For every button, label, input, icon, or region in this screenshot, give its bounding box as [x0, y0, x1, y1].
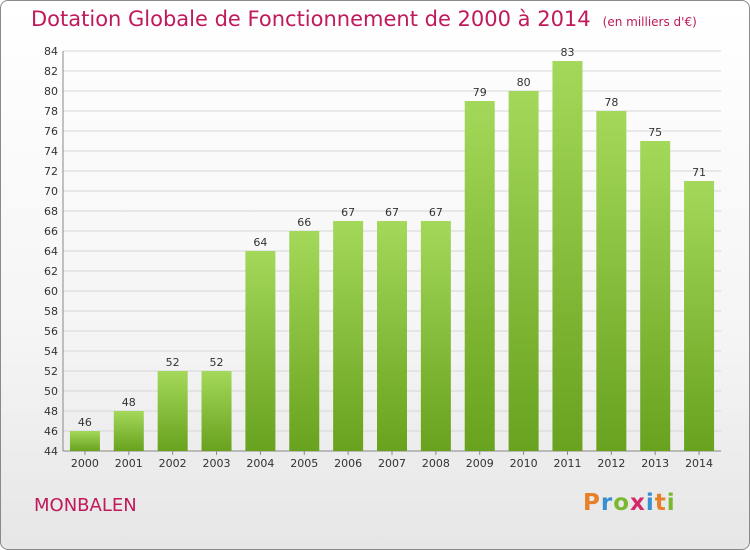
logo-letter: x: [630, 490, 646, 516]
data-label-2007: 67: [385, 206, 399, 219]
y-tick-label: 82: [44, 65, 58, 78]
x-tick-label: 2004: [246, 457, 274, 470]
x-tick-label: 2013: [641, 457, 669, 470]
x-tick-label: 2006: [334, 457, 362, 470]
bar-2004: [245, 251, 276, 451]
x-tick-label: 2001: [115, 457, 143, 470]
bar-2007: [377, 221, 407, 451]
x-tick-label: 2011: [553, 457, 581, 470]
bar-2002: [157, 371, 188, 451]
y-tick-label: 84: [44, 45, 58, 58]
x-tick-label: 2007: [378, 457, 406, 470]
logo-letter: i: [645, 490, 655, 516]
y-tick-label: 48: [44, 405, 58, 418]
bar-2008: [420, 221, 451, 451]
data-labels: 46 48 52 52 64 66 67 67 67 79 80 83 78 75 71: [78, 46, 706, 429]
bar-2012: [596, 111, 627, 451]
data-label-2010: 80: [517, 76, 531, 89]
y-tick-label: 66: [44, 225, 58, 238]
x-tick-label: 2008: [422, 457, 450, 470]
y-tick-label: 78: [44, 105, 58, 118]
axes: 44 46 48 50 52 54 56 58 60 62 64 66 68 70 72 74 76 78 80 82…: [44, 45, 721, 470]
logo-letter: o: [613, 490, 631, 516]
y-tick-label: 70: [44, 185, 58, 198]
bar-2001: [113, 411, 144, 451]
y-tick-label: 54: [44, 345, 58, 358]
bar-2009: [464, 101, 495, 451]
x-tick-label: 2014: [685, 457, 713, 470]
data-label-2004: 64: [253, 236, 267, 249]
y-tick-label: 62: [44, 265, 58, 278]
data-label-2014: 71: [692, 166, 706, 179]
chart-unit-note: (en milliers d'€): [602, 15, 697, 29]
x-tick-label: 2009: [466, 457, 494, 470]
bar-2003: [201, 371, 232, 451]
y-tick-label: 80: [44, 85, 58, 98]
x-tick-label: 2003: [203, 457, 231, 470]
bar-2010: [508, 91, 539, 451]
logo-letter: P: [583, 490, 601, 516]
commune-name: MONBALEN: [34, 495, 137, 516]
y-tick-label: 60: [44, 285, 58, 298]
y-tick-label: 68: [44, 205, 58, 218]
bar-2005: [289, 231, 320, 451]
x-tick-label: 2005: [290, 457, 318, 470]
logo-letter: i: [666, 490, 676, 516]
bar-2014: [684, 181, 715, 451]
bars: [69, 61, 715, 451]
chart-title: Dotation Globale de Fonctionnement de 20…: [31, 7, 697, 31]
logo-letter: r: [600, 490, 614, 516]
data-label-2006: 67: [341, 206, 355, 219]
y-tick-label: 64: [44, 245, 58, 258]
y-tick-label: 58: [44, 305, 58, 318]
data-label-2003: 52: [210, 356, 224, 369]
y-tick-label: 50: [44, 385, 58, 398]
bar-2011: [552, 61, 583, 451]
data-label-2001: 48: [122, 396, 136, 409]
data-label-2000: 46: [78, 416, 92, 429]
chart-title-text: Dotation Globale de Fonctionnement de 20…: [31, 7, 591, 31]
data-label-2013: 75: [648, 126, 662, 139]
data-label-2005: 66: [297, 216, 311, 229]
y-tick-label: 74: [44, 145, 58, 158]
x-tick-label: 2002: [159, 457, 187, 470]
y-tick-label: 76: [44, 125, 58, 138]
x-tick-label: 2010: [510, 457, 538, 470]
y-tick-label: 44: [44, 445, 58, 458]
bar-2000: [69, 431, 100, 451]
y-tick-label: 56: [44, 325, 58, 338]
data-label-2011: 83: [560, 46, 574, 59]
x-tick-label: 2000: [71, 457, 99, 470]
x-tick-label: 2012: [597, 457, 625, 470]
data-label-2002: 52: [166, 356, 180, 369]
proxiti-logo: Proxiti: [583, 490, 676, 516]
bar-2006: [333, 221, 364, 451]
logo-letter: t: [654, 490, 667, 516]
y-tick-label: 72: [44, 165, 58, 178]
data-label-2009: 79: [473, 86, 487, 99]
y-tick-label: 46: [44, 425, 58, 438]
bar-2013: [640, 141, 671, 451]
data-label-2008: 67: [429, 206, 443, 219]
y-tick-label: 52: [44, 365, 58, 378]
data-label-2012: 78: [604, 96, 618, 109]
